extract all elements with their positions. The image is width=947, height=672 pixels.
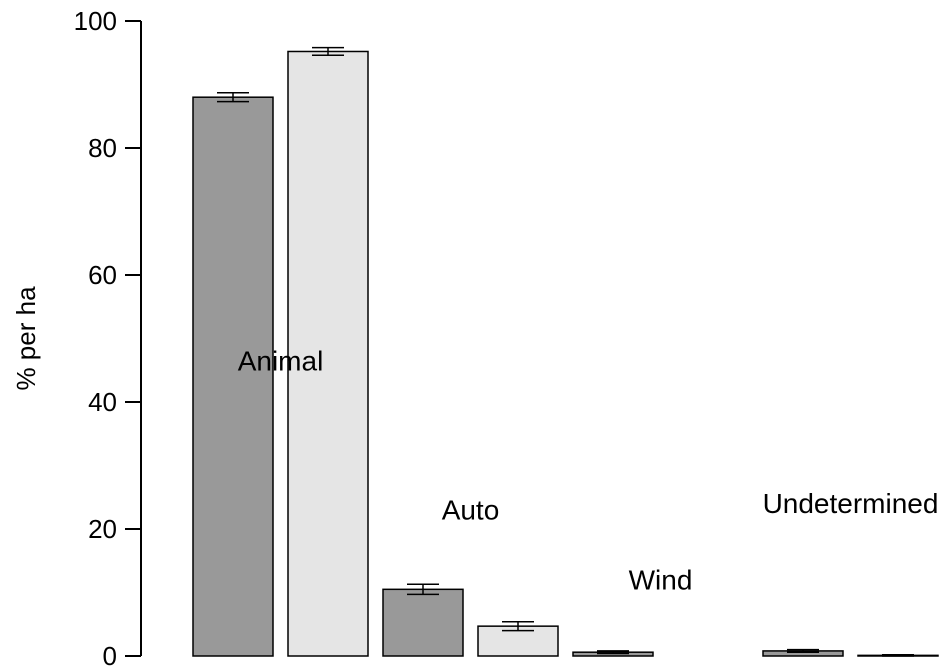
error-bar-undetermined-2 [882,653,914,657]
y-tick-label: 100 [74,6,117,36]
category-label-wind: Wind [629,564,693,595]
bar-auto-1 [382,588,464,657]
category-label-animal: Animal [238,345,324,376]
error-bar-animal-1 [217,92,249,103]
y-tick-label: 0 [103,641,117,671]
y-tick-label: 20 [88,514,117,544]
category-labels: Animal Auto Wind Undetermined [238,345,939,595]
error-bar-wind-1 [597,650,629,655]
bar-animal-1 [192,96,274,657]
y-tick-label: 80 [88,133,117,163]
error-bar-auto-2 [502,620,534,632]
bar-animal-2 [287,50,369,657]
bars [192,50,939,657]
error-bars [217,46,914,657]
y-axis: 0 20 40 60 80 100 [74,6,142,671]
category-label-undetermined: Undetermined [763,488,939,519]
error-bar-undetermined-1 [787,648,819,653]
y-axis-title: % per ha [11,286,41,391]
y-tick-label: 60 [88,260,117,290]
error-bar-animal-2 [312,46,344,57]
category-label-auto: Auto [442,494,500,525]
error-bar-auto-1 [407,583,439,596]
y-tick-label: 40 [88,387,117,417]
